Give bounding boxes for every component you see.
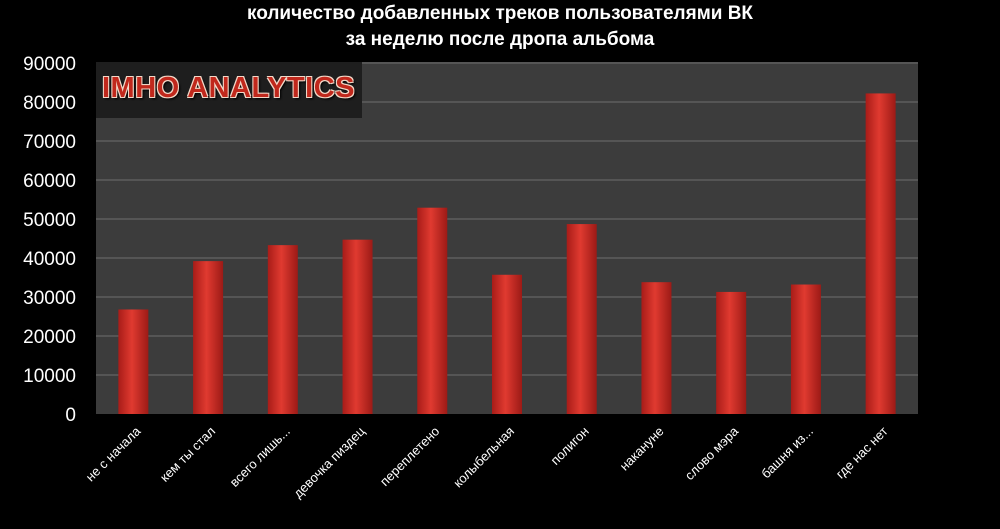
- bar: [566, 224, 597, 414]
- y-tick-label: 0: [65, 405, 76, 426]
- x-tick-label: полигон: [548, 424, 592, 468]
- x-tick-label: всего лишь...: [227, 424, 293, 490]
- bar: [492, 274, 522, 414]
- y-tick-label: 30000: [23, 288, 76, 309]
- y-tick-label: 50000: [23, 210, 76, 231]
- watermark-logo: IMHO ANALYTICS: [96, 62, 362, 118]
- y-tick-label: 70000: [23, 132, 76, 153]
- x-tick-label: где нас нет: [833, 423, 891, 481]
- bar: [417, 207, 448, 414]
- y-tick-label: 20000: [23, 327, 76, 348]
- x-tick-label: башня из...: [758, 424, 816, 482]
- x-tick-label: кем ты стал: [157, 424, 218, 485]
- chart-title-line-1: количество добавленных треков пользовате…: [246, 3, 754, 24]
- bar: [342, 239, 373, 414]
- watermark-text: IMHO ANALYTICS: [102, 72, 355, 104]
- bar: [193, 261, 224, 414]
- bar: [118, 309, 149, 414]
- y-tick-label: 90000: [23, 54, 76, 75]
- bar: [865, 93, 896, 415]
- bar: [267, 245, 298, 414]
- y-tick-label: 80000: [23, 93, 76, 114]
- y-tick-label: 10000: [23, 366, 76, 387]
- x-tick-label: накануне: [617, 424, 667, 474]
- y-tick-label: 40000: [23, 249, 76, 270]
- bar: [641, 282, 672, 414]
- bar: [790, 284, 821, 414]
- chart-title-line-2: за неделю после дропа альбома: [345, 29, 655, 50]
- x-tick-label: слово мэра: [682, 423, 742, 483]
- bar: [716, 291, 747, 414]
- y-tick-label: 60000: [23, 171, 76, 192]
- x-tick-label: переплетено: [377, 424, 442, 489]
- x-tick-label: не с начала: [83, 423, 144, 484]
- x-tick-label: колыбельная: [450, 424, 517, 491]
- x-tick-label: девочка пиздец: [290, 423, 368, 501]
